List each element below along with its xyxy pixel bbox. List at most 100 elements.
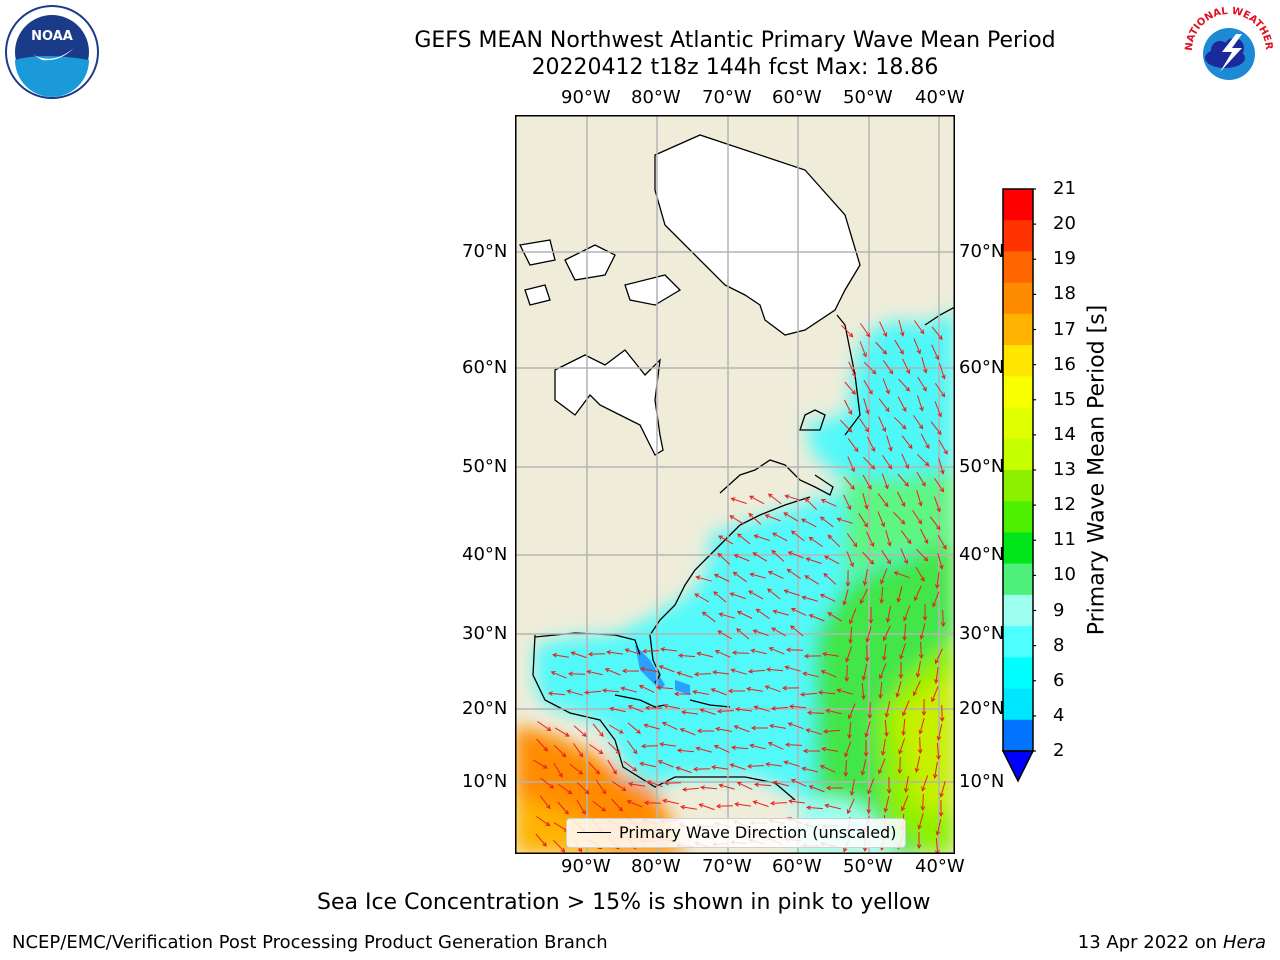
direction-arrow [817, 690, 836, 695]
direction-arrow [922, 604, 928, 622]
direction-arrow [638, 684, 655, 693]
colorbar-cell [1003, 719, 1033, 752]
direction-arrow [805, 805, 824, 811]
colorbar-tick-label: 8 [1053, 634, 1065, 656]
direction-arrow [883, 796, 890, 813]
direction-arrow [882, 644, 887, 661]
legend-line-sample [577, 832, 611, 833]
direction-arrow [939, 704, 945, 723]
direction-arrow [570, 651, 587, 659]
legend: Primary Wave Direction (unscaled) [566, 818, 906, 848]
colorbar-tick-label: 9 [1053, 599, 1065, 621]
direction-arrow [863, 379, 873, 395]
direction-arrow [896, 586, 903, 603]
colorbar-tick-label: 10 [1053, 564, 1076, 586]
direction-arrow [731, 650, 750, 656]
direction-arrow [825, 708, 842, 715]
direction-arrow [843, 476, 855, 490]
direction-arrow [935, 819, 942, 836]
direction-arrow [764, 685, 781, 693]
direction-arrow [801, 595, 818, 602]
direction-arrow [583, 690, 602, 695]
colorbar-cell [1003, 657, 1033, 690]
direction-arrow [696, 651, 713, 658]
direction-arrow [848, 626, 853, 645]
direction-arrow [752, 800, 769, 807]
direction-arrow [679, 728, 696, 736]
direction-arrow [932, 762, 938, 779]
direction-arrow [920, 433, 930, 450]
direction-arrow [553, 839, 566, 853]
direction-arrow [676, 671, 693, 678]
direction-arrow [718, 535, 734, 545]
direction-arrow [802, 748, 820, 754]
direction-arrow [733, 554, 750, 562]
direction-arrow [938, 439, 948, 455]
direction-arrow [771, 532, 788, 542]
lat-label-left-20n: 20°N [462, 698, 508, 719]
direction-arrow [790, 607, 807, 616]
direction-arrow [717, 552, 731, 565]
direction-arrow [868, 606, 874, 625]
direction-arrow [915, 661, 921, 678]
colorbar-cell [1003, 438, 1033, 471]
direction-arrow [586, 669, 603, 676]
direction-arrow [823, 555, 840, 565]
direction-arrow [748, 590, 764, 600]
direction-arrow [822, 728, 841, 734]
direction-arrow [898, 738, 906, 755]
direction-arrow [641, 648, 660, 654]
direction-arrow [604, 668, 621, 676]
direction-arrow [643, 800, 662, 806]
direction-arrow [788, 799, 805, 804]
direction-arrow [576, 799, 586, 815]
direction-arrow [867, 701, 873, 720]
direction-arrow [554, 727, 570, 737]
direction-arrow [901, 435, 913, 450]
wave-direction-arrows [532, 320, 948, 854]
nws-logo: NATIONAL WEATHER SERVICE [1180, 4, 1274, 96]
direction-arrow [748, 495, 765, 505]
direction-arrow [749, 572, 766, 579]
direction-arrow [790, 778, 807, 787]
direction-arrow [880, 568, 888, 585]
colorbar-cell [1003, 532, 1033, 565]
direction-arrow [646, 780, 663, 788]
direction-arrow [848, 703, 856, 720]
direction-arrow [711, 765, 728, 770]
direction-arrow [934, 667, 939, 684]
direction-arrow [916, 453, 930, 467]
direction-arrow [640, 743, 659, 749]
direction-arrow [849, 779, 855, 796]
direction-arrow [693, 671, 712, 677]
direction-arrow [624, 648, 641, 655]
direction-arrow [772, 609, 789, 616]
direction-arrow [750, 725, 768, 731]
direction-arrow [882, 455, 893, 470]
direction-arrow [746, 763, 765, 769]
direction-arrow [847, 456, 855, 473]
direction-arrow [536, 815, 551, 827]
direction-arrow [786, 568, 801, 580]
direction-arrow [820, 498, 837, 507]
direction-arrow [902, 700, 910, 717]
direction-arrow [681, 787, 700, 792]
direction-arrow [767, 493, 782, 505]
colorbar-tick-label: 16 [1053, 353, 1076, 375]
direction-arrow [936, 724, 943, 741]
direction-arrow [609, 706, 626, 713]
direction-arrow [878, 416, 887, 433]
lat-label-left-10n: 10°N [462, 771, 508, 792]
lon-label-top-40w: 40°W [915, 87, 965, 108]
direction-arrow [900, 548, 908, 565]
ice-land [519, 134, 861, 456]
colorbar-tick-label: 21 [1053, 178, 1076, 199]
direction-arrow [640, 666, 657, 672]
direction-arrow [862, 493, 869, 510]
direction-arrow [661, 721, 678, 730]
direction-arrow [913, 320, 925, 335]
direction-arrow [621, 668, 640, 674]
direction-arrow [627, 705, 644, 713]
direction-arrow [752, 552, 768, 562]
direction-arrow [752, 629, 769, 637]
